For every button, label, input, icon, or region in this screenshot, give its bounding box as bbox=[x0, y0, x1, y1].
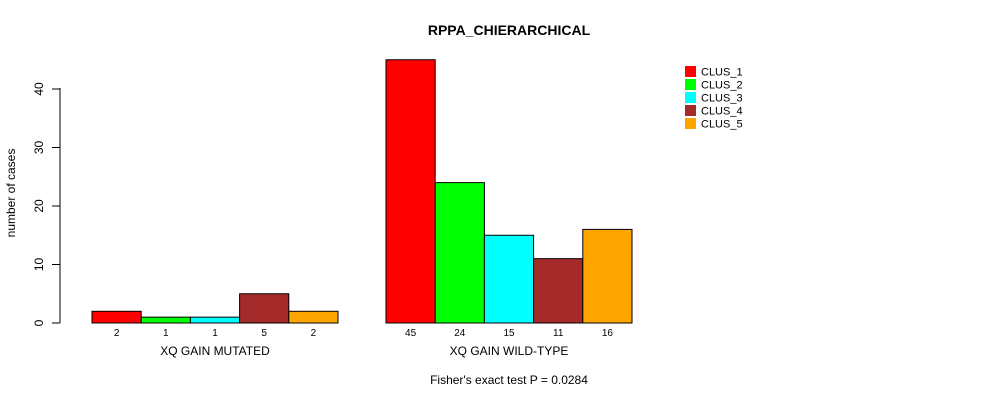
bar-value-label: 11 bbox=[553, 328, 564, 339]
chart-title: RPPA_CHIERARCHICAL bbox=[428, 22, 591, 38]
bar-clus-2 bbox=[434, 182, 485, 324]
bar-clus-4 bbox=[239, 293, 290, 324]
bar-value-label: 1 bbox=[163, 328, 169, 339]
y-tick-label: 20 bbox=[32, 199, 46, 213]
bar-clus-5 bbox=[582, 228, 633, 324]
y-tick-label: 0 bbox=[32, 319, 46, 326]
legend-label: CLUS_4 bbox=[701, 106, 743, 118]
legend-label: CLUS_3 bbox=[701, 93, 743, 105]
group-labels: XQ GAIN MUTATED XQ GAIN WILD-TYPE bbox=[160, 344, 568, 358]
bar-value-label: 1 bbox=[212, 328, 218, 339]
bar-value-label: 24 bbox=[454, 328, 466, 339]
bar-clus-4 bbox=[533, 258, 584, 324]
group-label: XQ GAIN WILD-TYPE bbox=[450, 344, 569, 358]
bar-value-label: 15 bbox=[503, 328, 515, 339]
y-axis-label: number of cases bbox=[4, 149, 18, 238]
bar-value-label: 2 bbox=[311, 328, 317, 339]
y-tick-label: 30 bbox=[32, 141, 46, 155]
y-tick-label: 40 bbox=[32, 82, 46, 96]
bar-clus-1 bbox=[91, 310, 142, 324]
bars bbox=[91, 59, 633, 324]
legend-swatch-clus-3 bbox=[685, 92, 696, 103]
legend-label: CLUS_5 bbox=[701, 119, 743, 131]
legend-label: CLUS_2 bbox=[701, 80, 743, 92]
bar-value-label: 45 bbox=[405, 328, 417, 339]
legend-swatch-clus-1 bbox=[685, 66, 696, 77]
legend-swatch-clus-2 bbox=[685, 79, 696, 90]
y-tick-label: 10 bbox=[32, 258, 46, 272]
bar-value-label: 2 bbox=[114, 328, 120, 339]
legend-label: CLUS_1 bbox=[701, 67, 743, 79]
footnote: Fisher's exact test P = 0.0284 bbox=[430, 373, 588, 387]
bar-value-label: 16 bbox=[602, 328, 614, 339]
bar-clus-5 bbox=[288, 310, 339, 324]
bar-clus-3 bbox=[483, 234, 535, 324]
value-labels: 2 1 1 5 2 45 24 15 11 16 bbox=[114, 328, 614, 339]
legend-swatch-clus-4 bbox=[685, 105, 696, 116]
legend-swatch-clus-5 bbox=[685, 118, 696, 129]
bar-clus-1 bbox=[385, 59, 436, 324]
bar-clus-2 bbox=[140, 316, 191, 324]
bar-value-label: 5 bbox=[261, 328, 267, 339]
group-label: XQ GAIN MUTATED bbox=[160, 344, 270, 358]
bar-clus-3 bbox=[189, 316, 241, 324]
y-axis-ticks: 0 10 20 30 40 bbox=[32, 82, 60, 326]
